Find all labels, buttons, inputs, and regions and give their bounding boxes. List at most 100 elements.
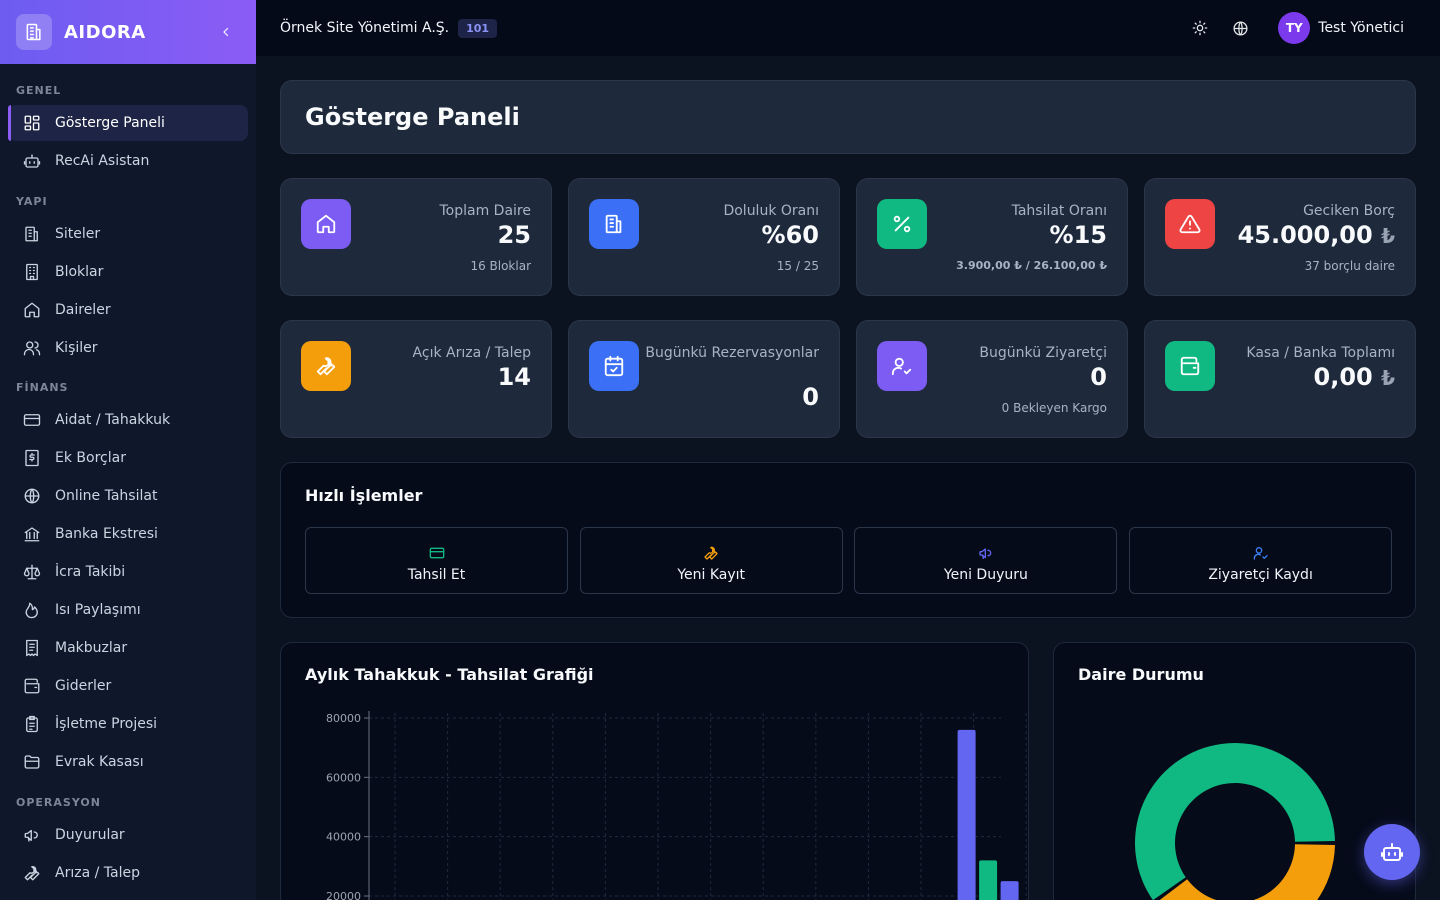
sidebar-item-0-0[interactable]: Gösterge Paneli xyxy=(8,105,248,141)
sidebar-item-4-2[interactable]: İcra Takibi xyxy=(8,554,248,590)
donut-chart xyxy=(1135,743,1335,900)
chart-title: Aylık Tahakkuk - Tahsilat Grafiği xyxy=(305,665,594,684)
sidebar-item-label: İşletme Projesi xyxy=(55,716,158,732)
user-name: Test Yönetici xyxy=(1318,20,1404,36)
nav-section-operasyon: OPERASYON xyxy=(16,796,101,809)
bar-chart: 80000 60000 40000 20000 xyxy=(326,711,1027,900)
stat-card-1: Doluluk Oranı %60 15 / 25 xyxy=(568,178,840,296)
sidebar: AIDORA GENEL Gösterge Paneli RecAi Asistan… xyxy=(0,0,256,900)
sidebar-item-5-2[interactable]: Isı Paylaşımı xyxy=(8,592,248,628)
sidebar-item-0-2[interactable]: Aidat / Tahakkuk xyxy=(8,402,248,438)
nav-section-genel: GENEL xyxy=(16,84,62,97)
sidebar-item-2-1[interactable]: Daireler xyxy=(8,292,248,328)
sidebar-item-label: Daireler xyxy=(55,302,111,318)
sidebar-item-0-1[interactable]: Siteler xyxy=(8,216,248,252)
bar-0-11 xyxy=(957,729,976,900)
bar-2-11 xyxy=(1000,881,1019,900)
sidebar-item-1-3[interactable]: Arıza / Talep xyxy=(8,855,248,891)
home-icon xyxy=(301,199,351,249)
quick-action-label: Yeni Duyuru xyxy=(943,566,1028,583)
nav-section-yapi: YAPI xyxy=(16,195,48,208)
sidebar-item-6-2[interactable]: Makbuzlar xyxy=(8,630,248,666)
sidebar-item-label: Giderler xyxy=(55,678,112,694)
organization-name: Örnek Site Yönetimi A.Ş. xyxy=(280,20,450,36)
currency-symbol: ₺ xyxy=(1381,366,1395,390)
building-icon xyxy=(23,225,41,243)
sidebar-item-2-2[interactable]: Online Tahsilat xyxy=(8,478,248,514)
stat-value-number: 0 xyxy=(802,383,819,411)
quick-action-button-3[interactable]: Ziyaretçi Kaydı xyxy=(1129,527,1393,594)
stat-value: %60 xyxy=(762,221,819,249)
stat-card-3: Geciken Borç 45.000,00 ₺ 37 borçlu daire xyxy=(1144,178,1416,296)
stat-value-number: 25 xyxy=(497,221,531,249)
sidebar-item-1-1[interactable]: Bloklar xyxy=(8,254,248,290)
bank-icon xyxy=(23,525,41,543)
stat-value: 14 xyxy=(498,363,531,391)
sidebar-item-label: Isı Paylaşımı xyxy=(55,602,141,618)
quick-action-button-2[interactable]: Yeni Duyuru xyxy=(854,527,1118,594)
stat-value: 0 xyxy=(1090,363,1107,391)
theme-toggle-icon[interactable] xyxy=(1190,18,1210,38)
donut-title: Daire Durumu xyxy=(1078,665,1204,684)
flame-icon xyxy=(23,601,41,619)
stat-label: Tahsilat Oranı xyxy=(1011,203,1107,219)
sidebar-item-1-2[interactable]: Ek Borçlar xyxy=(8,440,248,476)
sidebar-item-1-0[interactable]: RecAi Asistan xyxy=(8,143,248,179)
y-tick-label: 20000 xyxy=(326,890,361,900)
sidebar-item-8-2[interactable]: İşletme Projesi xyxy=(8,706,248,742)
credit-card-icon xyxy=(23,411,41,429)
bar-1-11 xyxy=(979,860,998,900)
wrench-icon xyxy=(703,545,719,561)
stat-card-0: Toplam Daire 25 16 Bloklar xyxy=(280,178,552,296)
stat-value-number: %15 xyxy=(1049,221,1107,249)
quick-action-label: Ziyaretçi Kaydı xyxy=(1208,566,1313,583)
sidebar-item-9-2[interactable]: Evrak Kasası xyxy=(8,744,248,780)
stat-value-number: 45.000,00 xyxy=(1237,221,1373,249)
calendar-check-icon xyxy=(589,341,639,391)
quick-action-button-0[interactable]: Tahsil Et xyxy=(305,527,568,594)
megaphone-icon xyxy=(978,545,994,561)
stat-card-4: Açık Arıza / Talep 14 xyxy=(280,320,552,438)
nav-section-fi̇nans: FİNANS xyxy=(16,381,69,394)
home-icon xyxy=(23,301,41,319)
sidebar-item-7-2[interactable]: Giderler xyxy=(8,668,248,704)
page-header: Gösterge Paneli xyxy=(280,80,1416,154)
user-menu[interactable]: TY Test Yönetici xyxy=(1278,12,1404,44)
sidebar-item-label: Siteler xyxy=(55,226,101,242)
stat-sub: 37 borçlu daire xyxy=(1304,259,1395,273)
sidebar-item-label: RecAi Asistan xyxy=(55,153,150,169)
sidebar-item-3-1[interactable]: Kişiler xyxy=(8,330,248,366)
sidebar-item-0-3[interactable]: Duyurular xyxy=(8,817,248,853)
page-title: Gösterge Paneli xyxy=(305,103,520,131)
sidebar-item-label: Banka Ekstresi xyxy=(55,526,158,542)
donut-slice-0[interactable] xyxy=(1135,743,1335,900)
apartment-status-card: Daire Durumu xyxy=(1053,642,1416,900)
sidebar-item-label: Online Tahsilat xyxy=(55,488,158,504)
stat-label: Bugünkü Ziyaretçi xyxy=(979,345,1107,361)
y-tick-label: 40000 xyxy=(326,831,361,844)
stat-label: Geciken Borç xyxy=(1303,203,1395,219)
stat-card-2: Tahsilat Oranı %15 3.900,00 ₺ / 26.100,00 … xyxy=(856,178,1128,296)
quick-action-button-1[interactable]: Yeni Kayıt xyxy=(579,527,843,594)
wrench-icon xyxy=(23,864,41,882)
quick-actions-card: Hızlı İşlemler Tahsil Et Yeni Kayıt Yeni D… xyxy=(280,462,1416,618)
stat-value: 0,00 ₺ xyxy=(1314,363,1396,391)
language-globe-icon[interactable] xyxy=(1230,18,1250,38)
receipt-icon xyxy=(23,639,41,657)
donut-slice-1[interactable] xyxy=(1155,844,1335,900)
collapse-sidebar-button[interactable] xyxy=(216,22,236,42)
sidebar-item-label: Duyurular xyxy=(55,827,125,843)
quick-action-label: Yeni Kayıt xyxy=(677,566,746,583)
stat-card-7: Kasa / Banka Toplamı 0,00 ₺ xyxy=(1144,320,1416,438)
user-check-icon xyxy=(877,341,927,391)
wrench-icon xyxy=(301,341,351,391)
stat-label: Kasa / Banka Toplamı xyxy=(1246,345,1395,361)
quick-actions-title: Hızlı İşlemler xyxy=(305,486,423,505)
wallet-icon xyxy=(1165,341,1215,391)
user-check-icon xyxy=(1253,545,1269,561)
quick-action-label: Tahsil Et xyxy=(407,566,466,583)
organization-badge: 101 xyxy=(458,18,498,38)
sidebar-item-3-2[interactable]: Banka Ekstresi xyxy=(8,516,248,552)
sidebar-item-label: Kişiler xyxy=(55,340,98,356)
assistant-bot-button[interactable] xyxy=(1364,824,1420,880)
